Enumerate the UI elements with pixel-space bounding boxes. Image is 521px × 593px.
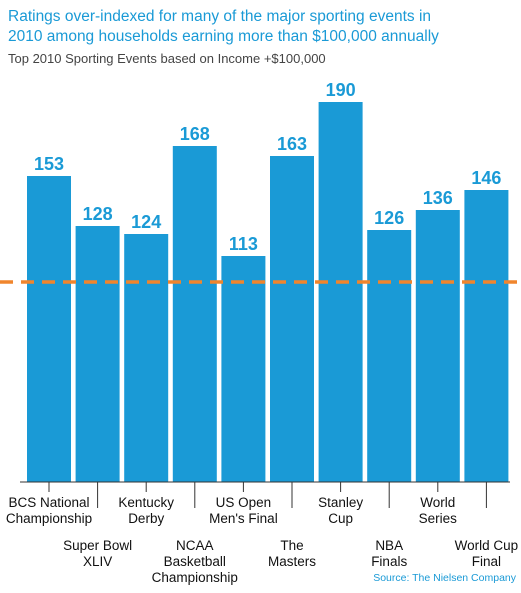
category-label-3: Kentucky Derby [118, 495, 174, 526]
category-label-8: NBA Finals [371, 538, 407, 569]
bar-7 [318, 102, 363, 482]
category-label-5: US Open Men's Final [209, 495, 278, 526]
category-label-1: BCS National Championship [6, 495, 92, 526]
category-label-7: Stanley Cup [318, 495, 363, 526]
value-label-9: 136 [423, 188, 453, 208]
bar-6 [270, 156, 314, 482]
bar-9 [415, 210, 460, 482]
bar-10 [464, 190, 509, 482]
category-label-9: World Series [419, 495, 458, 526]
title-line-1: Ratings over-indexed for many of the maj… [8, 8, 432, 25]
category-label-6: The Masters [268, 538, 316, 569]
chart-subtitle: Top 2010 Sporting Events based on Income… [8, 51, 326, 66]
source-note: Source: The Nielsen Company [373, 572, 516, 584]
bar-3 [124, 234, 169, 482]
value-label-6: 163 [277, 134, 307, 154]
category-label-2: Super Bowl XLIV [63, 538, 132, 569]
category-label-10: World Cup Final [455, 538, 519, 569]
bar-1 [27, 176, 71, 482]
value-label-4: 168 [180, 124, 210, 144]
value-label-3: 124 [131, 212, 161, 232]
bar-2 [75, 226, 120, 482]
value-label-5: 113 [229, 234, 258, 254]
value-label-10: 146 [471, 168, 501, 188]
value-label-8: 126 [374, 208, 404, 228]
bar-5 [221, 256, 266, 482]
category-label-4: NCAA Basketball Championship [152, 538, 238, 585]
value-label-1: 153 [34, 154, 64, 174]
bar-4 [172, 146, 217, 482]
value-label-2: 128 [83, 204, 113, 224]
value-label-7: 190 [326, 80, 356, 100]
title-line-2: 2010 among households earning more than … [8, 28, 439, 45]
bar-8 [367, 230, 412, 482]
chart-title: Ratings over-indexed for many of the maj… [8, 7, 518, 47]
